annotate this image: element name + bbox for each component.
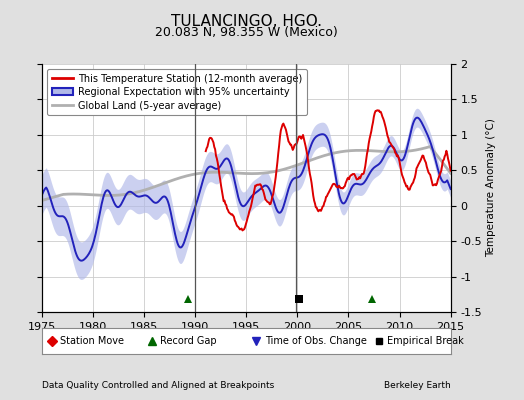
Legend: This Temperature Station (12-month average), Regional Expectation with 95% uncer: This Temperature Station (12-month avera…	[47, 69, 307, 115]
Text: Berkeley Earth: Berkeley Earth	[384, 381, 451, 390]
Text: Data Quality Controlled and Aligned at Breakpoints: Data Quality Controlled and Aligned at B…	[42, 381, 274, 390]
Text: Time of Obs. Change: Time of Obs. Change	[265, 336, 367, 346]
Text: Station Move: Station Move	[60, 336, 124, 346]
Text: TULANCINGO, HGO.: TULANCINGO, HGO.	[171, 14, 322, 29]
Text: Record Gap: Record Gap	[160, 336, 217, 346]
Text: 20.083 N, 98.355 W (Mexico): 20.083 N, 98.355 W (Mexico)	[155, 26, 337, 39]
Text: Empirical Break: Empirical Break	[387, 336, 464, 346]
Y-axis label: Temperature Anomaly (°C): Temperature Anomaly (°C)	[486, 118, 496, 258]
